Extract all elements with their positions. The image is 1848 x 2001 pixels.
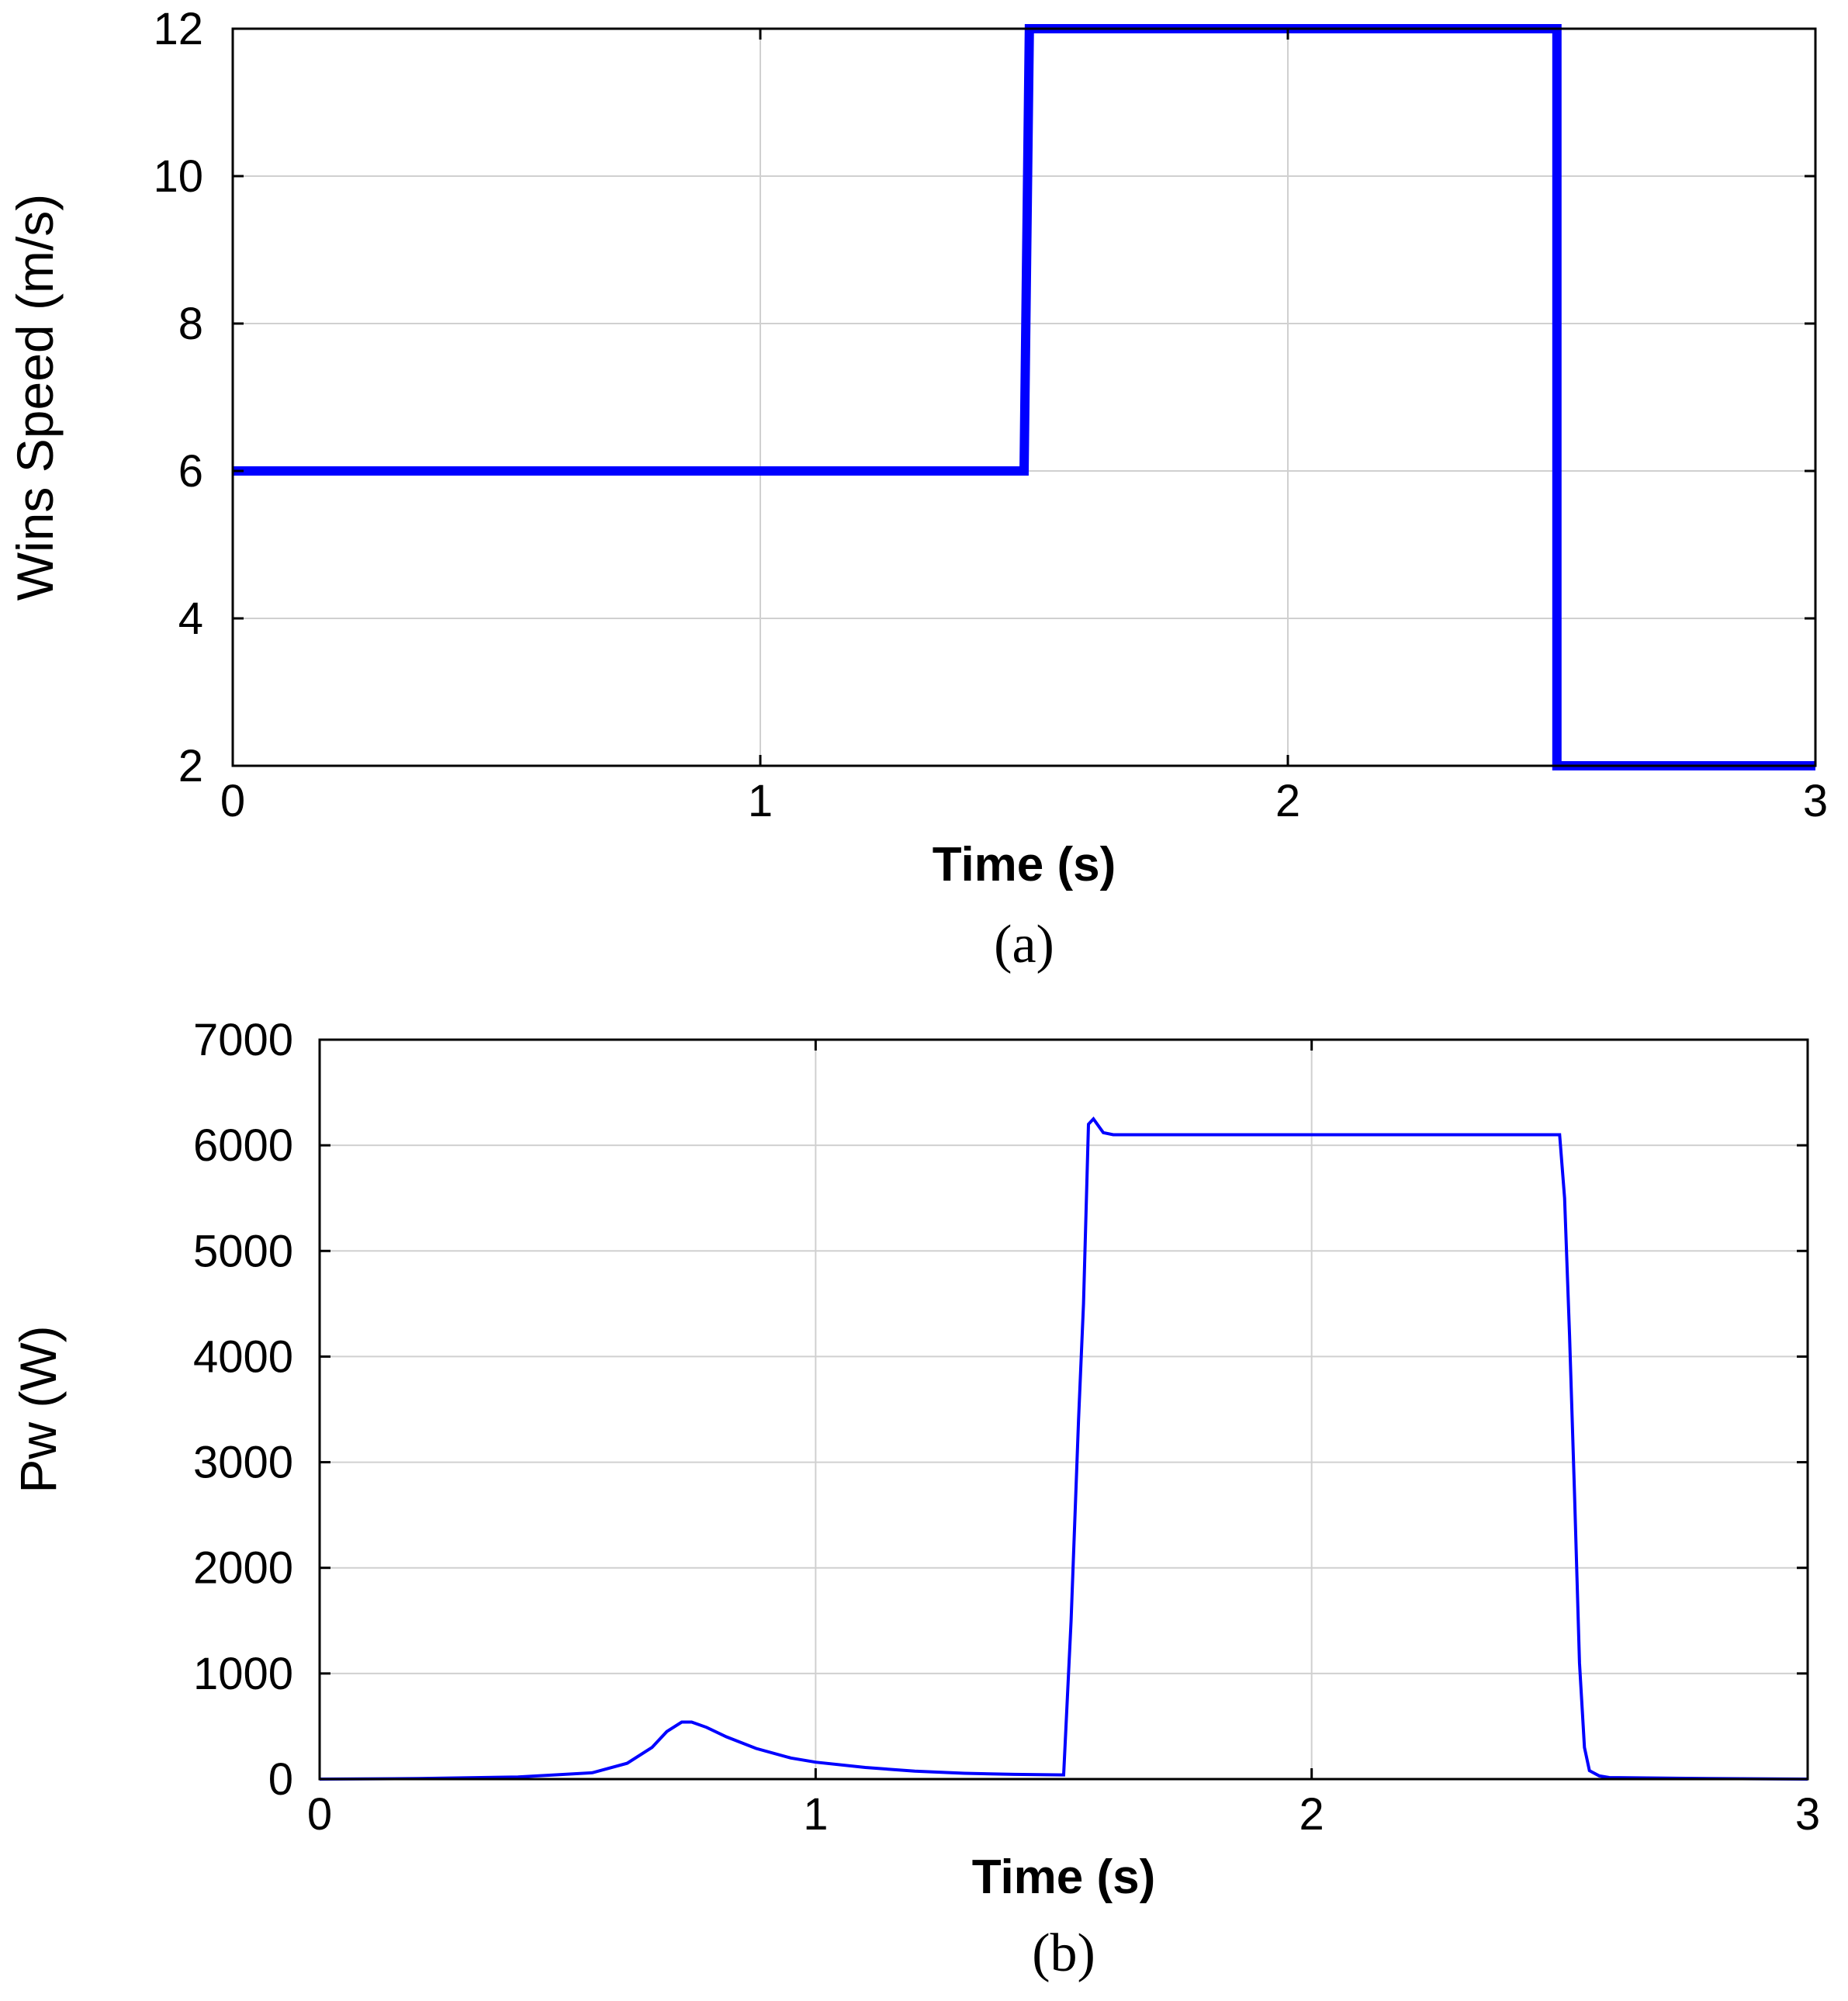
plot-area-b xyxy=(320,1040,1808,1779)
x-axis-label-a: Time (s) xyxy=(933,838,1116,891)
y-tick-label-b: 4000 xyxy=(193,1331,293,1382)
x-tick-label-b: 2 xyxy=(1299,1789,1324,1840)
y-tick-label-b: 0 xyxy=(268,1754,293,1805)
y-tick-label-a: 2 xyxy=(178,741,203,791)
chart-panel-b: 0 1 2 3 0 1000 2000 3000 4000 5000 6000 7000 Time (s… xyxy=(9,1015,1820,1983)
y-tick-label-a: 6 xyxy=(178,446,203,497)
y-tick-label-a: 10 xyxy=(153,151,203,202)
y-tick-label-a: 12 xyxy=(153,4,203,54)
y-tick-label-a: 4 xyxy=(178,594,203,644)
x-axis-label-b: Time (s) xyxy=(972,1850,1156,1904)
x-tick-label-a: 3 xyxy=(1803,776,1828,826)
y-tick-label-b: 7000 xyxy=(193,1015,293,1065)
y-tick-label-b: 3000 xyxy=(193,1438,293,1488)
y-axis-label-a: Wins Speed (m/s) xyxy=(6,194,64,601)
x-tick-label-b: 1 xyxy=(803,1789,828,1840)
panel-label-a: (a) xyxy=(994,915,1054,975)
axes-frame-a xyxy=(231,27,1817,767)
y-tick-label-b: 5000 xyxy=(193,1226,293,1276)
x-tick-label-b: 0 xyxy=(307,1789,332,1840)
y-tick-label-a: 8 xyxy=(178,299,203,349)
y-tick-label-b: 6000 xyxy=(193,1120,293,1171)
panel-label-b: (b) xyxy=(1032,1923,1095,1983)
x-tick-label-a: 0 xyxy=(220,776,245,826)
y-tick-label-b: 1000 xyxy=(193,1649,293,1699)
y-tick-label-b: 2000 xyxy=(193,1543,293,1594)
axes-frame-b xyxy=(318,1038,1809,1781)
x-tick-label-a: 2 xyxy=(1275,776,1300,826)
y-axis-label-b: Pw (W) xyxy=(9,1325,67,1493)
x-tick-label-b: 3 xyxy=(1795,1789,1820,1840)
data-series-b-0 xyxy=(319,1116,1808,1781)
x-tick-label-a: 1 xyxy=(748,776,773,826)
